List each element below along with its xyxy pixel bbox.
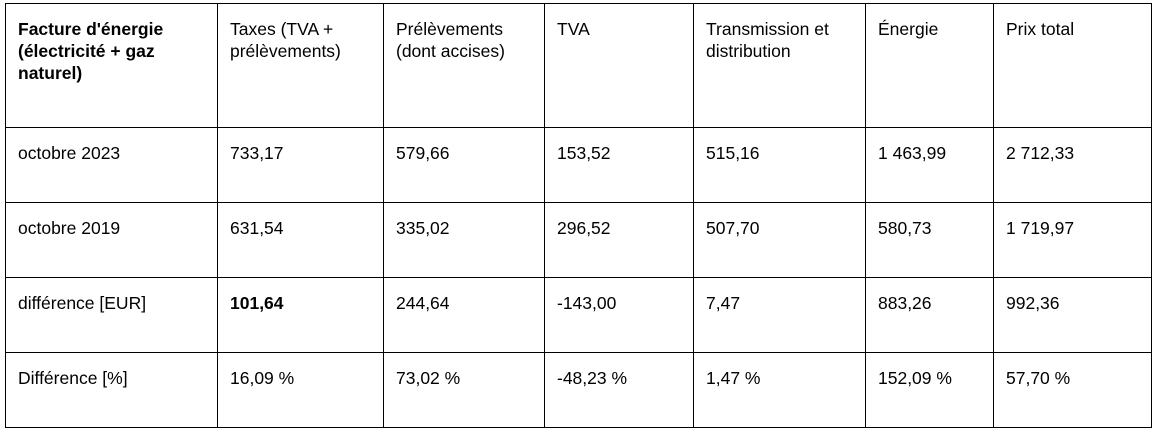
header-cell: Énergie: [865, 3, 994, 128]
table-cell: 7,47: [693, 277, 866, 353]
table-row: différence [EUR] 101,64 244,64 -143,00 7…: [5, 277, 1152, 353]
table-cell: 16,09 %: [217, 352, 384, 428]
table-cell: -48,23 %: [544, 352, 694, 428]
table-cell: 733,17: [217, 127, 384, 203]
table-cell: 631,54: [217, 202, 384, 278]
header-cell: Facture d'énergie (électricité + gaz nat…: [5, 3, 218, 128]
header-cell: Prix total: [993, 3, 1152, 128]
table-cell: 296,52: [544, 202, 694, 278]
energy-bill-table: Facture d'énergie (électricité + gaz nat…: [5, 3, 1152, 428]
table-cell: 335,02: [383, 202, 545, 278]
header-cell: TVA: [544, 3, 694, 128]
table-cell: 244,64: [383, 277, 545, 353]
table-cell: -143,00: [544, 277, 694, 353]
table-cell: 579,66: [383, 127, 545, 203]
table-row: octobre 2023 733,17 579,66 153,52 515,16…: [5, 127, 1152, 203]
table-cell: 992,36: [993, 277, 1152, 353]
table-cell: octobre 2023: [5, 127, 218, 203]
table-cell: Différence [%]: [5, 352, 218, 428]
table-cell: 73,02 %: [383, 352, 545, 428]
table-cell: 57,70 %: [993, 352, 1152, 428]
table-cell: 2 712,33: [993, 127, 1152, 203]
table-header-row: Facture d'énergie (électricité + gaz nat…: [5, 3, 1152, 128]
table-cell: 1 463,99: [865, 127, 994, 203]
table-cell: octobre 2019: [5, 202, 218, 278]
table-cell: 152,09 %: [865, 352, 994, 428]
table-row: Différence [%] 16,09 % 73,02 % -48,23 % …: [5, 352, 1152, 428]
table-cell-highlight: 101,64: [217, 277, 384, 353]
table-cell: 507,70: [693, 202, 866, 278]
table-cell: 153,52: [544, 127, 694, 203]
table-cell: 1,47 %: [693, 352, 866, 428]
table-cell: 515,16: [693, 127, 866, 203]
header-cell: Taxes (TVA + prélèvements): [217, 3, 384, 128]
table-cell: 1 719,97: [993, 202, 1152, 278]
table-cell: différence [EUR]: [5, 277, 218, 353]
header-cell: Prélèvements (dont accises): [383, 3, 545, 128]
table-cell: 883,26: [865, 277, 994, 353]
table-cell: 580,73: [865, 202, 994, 278]
table-row: octobre 2019 631,54 335,02 296,52 507,70…: [5, 202, 1152, 278]
header-cell: Transmission et distribution: [693, 3, 866, 128]
